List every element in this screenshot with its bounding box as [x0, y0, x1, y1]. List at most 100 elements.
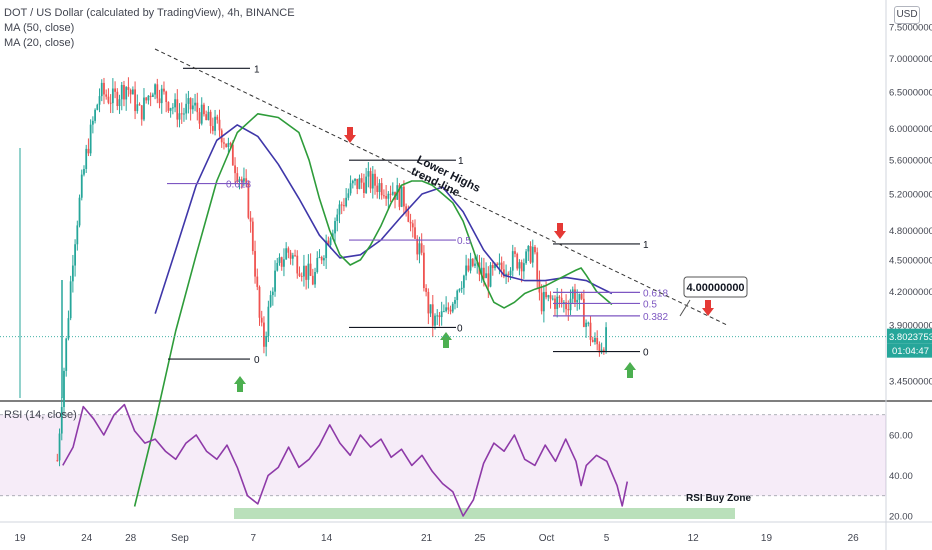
candle-body [343, 205, 345, 207]
candle-body [449, 309, 452, 312]
candle-body [245, 178, 248, 183]
price-tick-label: 4.20000000 [889, 287, 932, 298]
candles [19, 77, 607, 467]
price-tick-label: 3.45000000 [889, 377, 932, 388]
candle-body [469, 258, 472, 271]
ma20-legend: MA (20, close) [4, 37, 75, 49]
fib-level-label: 0.618 [226, 180, 251, 191]
candle-body [218, 119, 221, 131]
candle-body [565, 302, 567, 310]
price-tick-label: 4.50000000 [889, 255, 932, 266]
ma50-legend: MA (50, close) [4, 22, 75, 34]
time-tick-label: 21 [421, 533, 433, 544]
symbol-title: DOT / US Dollar (calculated by TradingVi… [4, 7, 295, 19]
candle-body [442, 311, 445, 313]
candle-body [198, 112, 201, 124]
candle-body [334, 221, 336, 234]
candle-body [571, 289, 574, 299]
target-callout-box[interactable] [683, 276, 748, 298]
candle-body [267, 306, 270, 336]
candle-body [380, 183, 383, 196]
time-tick-label: 24 [81, 533, 93, 544]
candle-body [207, 111, 210, 121]
candle-body [527, 245, 530, 252]
buy-arrow-icon [234, 376, 246, 392]
candle-body [367, 171, 370, 177]
candle-body [516, 253, 519, 269]
candle-body [434, 315, 436, 326]
candle-body [363, 182, 365, 194]
candle-body [374, 173, 376, 186]
candle-body [445, 307, 448, 312]
candle-body [542, 291, 545, 312]
candle-body [480, 267, 483, 275]
time-tick-label: 12 [688, 533, 700, 544]
candle-body [409, 221, 412, 224]
candle-body [105, 94, 108, 97]
currency-button[interactable]: USD [894, 6, 920, 24]
candle-body [78, 197, 81, 226]
lower-highs-trend-line[interactable] [154, 48, 728, 326]
candle-body [385, 196, 388, 199]
candle-body [403, 186, 405, 207]
candle-body [345, 197, 348, 207]
fib-level-label: 1 [458, 156, 464, 167]
candle-body [305, 265, 308, 280]
candle-body [216, 116, 219, 120]
candle-body [387, 193, 390, 199]
candle-body [276, 262, 279, 271]
price-tick-label: 6.50000000 [889, 88, 932, 99]
candle-body [456, 290, 459, 301]
candle-body [336, 214, 339, 222]
callout-pointer [679, 299, 691, 317]
price-tick-label: 5.20000000 [889, 189, 932, 200]
candle-body [296, 255, 299, 274]
candle-body [96, 104, 99, 110]
sell-arrow-icon [554, 223, 566, 239]
candle-body [594, 337, 596, 342]
candle-body [325, 240, 328, 259]
time-tick-label: Oct [539, 533, 555, 544]
candle-body [147, 95, 150, 101]
candle-body [249, 217, 252, 222]
candle-body [74, 244, 76, 266]
rsi-tick-label: 20.00 [889, 512, 913, 523]
candle-body [214, 116, 216, 131]
candle-body [278, 257, 281, 263]
chart-legend: DOT / US Dollar (calculated by TradingVi… [4, 6, 295, 51]
candle-body [358, 178, 361, 189]
ma50-line [154, 124, 613, 314]
candle-body [111, 88, 114, 104]
candle-body [300, 275, 303, 277]
time-tick-label: 25 [474, 533, 486, 544]
candle-body [223, 142, 225, 144]
candle-body [89, 124, 92, 154]
candle-body [116, 91, 119, 107]
candle-body [294, 255, 296, 257]
candle-body [287, 248, 290, 253]
candle-body [576, 299, 579, 303]
candle-body [314, 272, 316, 285]
candle-body [298, 273, 301, 276]
candle-body [602, 349, 605, 352]
candle-body [534, 246, 536, 253]
candle-body [283, 259, 285, 267]
time-tick-label: 26 [848, 533, 860, 544]
candle-body [438, 315, 441, 318]
candle-body [540, 292, 543, 312]
candle-body [209, 111, 212, 126]
candle-body [165, 91, 168, 103]
candle-body [462, 275, 465, 288]
candle-body [562, 302, 565, 304]
candle-body [200, 104, 203, 124]
candle-body [349, 183, 352, 194]
candle-body [502, 269, 505, 277]
candle-body [509, 270, 512, 276]
sell-arrow-icon [344, 127, 356, 143]
candle-body [518, 262, 521, 269]
candle-body [71, 265, 74, 282]
candle-body [140, 105, 143, 120]
countdown-value: 01:04:47 [892, 346, 929, 357]
candle-body [447, 307, 450, 310]
